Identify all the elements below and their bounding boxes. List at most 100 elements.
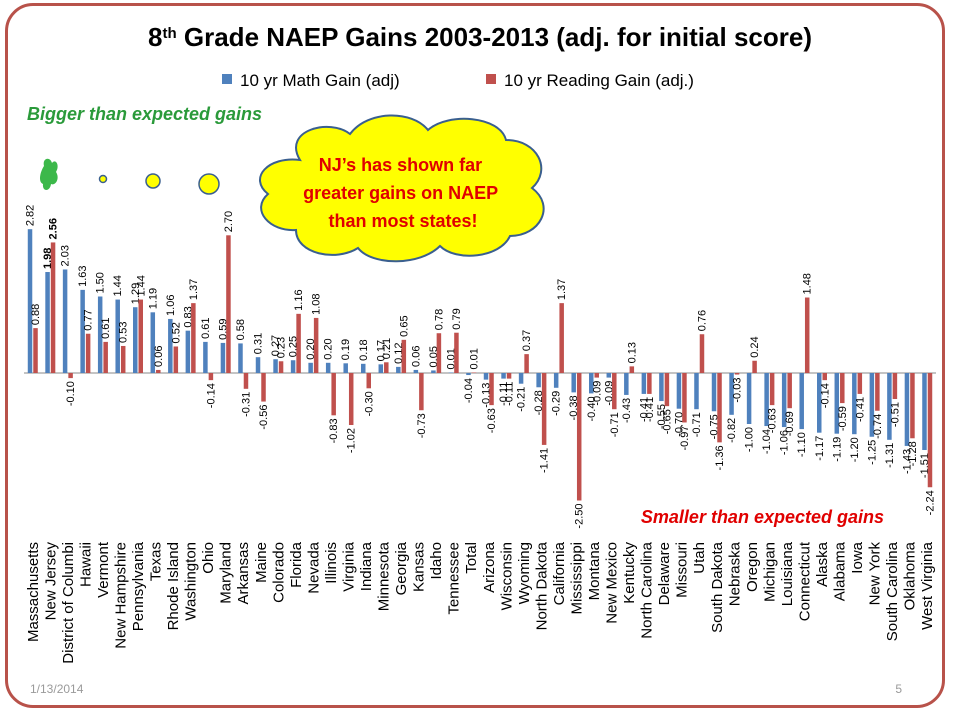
math-value-label-41: -1.00 <box>744 427 756 452</box>
math-bar-10 <box>203 341 208 373</box>
category-label-46: Alabama <box>832 541 849 601</box>
math-value-label-0: 2.82 <box>25 205 37 226</box>
reading-bar-36 <box>664 373 670 407</box>
legend: 10 yr Math Gain (adj) 10 yr Reading Gain… <box>222 71 694 90</box>
reading-value-label-48: -0.74 <box>872 414 884 439</box>
math-value-label-19: 0.18 <box>358 339 370 360</box>
reading-value-label-35: -0.41 <box>644 397 656 422</box>
reading-value-label-4: 0.61 <box>100 317 112 338</box>
reading-value-label-11: 2.70 <box>223 211 235 232</box>
reading-value-label-3: 0.77 <box>83 309 95 330</box>
math-bar-29 <box>536 373 541 388</box>
reading-bar-8 <box>173 346 179 373</box>
math-bar-31 <box>571 373 576 393</box>
category-label-30: California <box>551 541 568 605</box>
reading-bar-50 <box>910 373 915 439</box>
reading-value-label-21: 0.65 <box>398 315 410 336</box>
math-bar-3 <box>80 289 85 373</box>
category-label-49: South Carolina <box>884 541 901 641</box>
callout-line-3: than most states! <box>328 211 477 231</box>
reading-value-label-13: -0.56 <box>258 405 270 430</box>
math-bar-45 <box>817 373 822 433</box>
category-label-47: Iowa <box>849 541 866 573</box>
math-value-label-38: -0.71 <box>691 412 703 437</box>
math-value-label-12: 0.58 <box>235 319 247 340</box>
reading-value-label-5: 0.53 <box>118 322 130 343</box>
category-label-35: North Carolina <box>639 541 656 638</box>
reading-bar-32 <box>594 373 599 378</box>
legend-math-swatch <box>222 74 232 84</box>
math-value-label-20: 0.17 <box>375 340 387 361</box>
reading-bar-14 <box>278 361 284 373</box>
category-label-32: Montana <box>586 541 603 600</box>
reading-value-label-49: -0.51 <box>889 402 901 427</box>
reading-bar-17 <box>331 373 336 416</box>
math-bar-26 <box>483 373 489 380</box>
chart-title: 8th Grade NAEP Gains 2003-2013 (adj. for… <box>148 22 812 52</box>
reading-bar-51 <box>927 373 933 488</box>
math-bar-6 <box>133 307 138 373</box>
reading-value-label-17: -0.83 <box>328 418 340 443</box>
category-label-13: Maine <box>253 542 270 583</box>
math-bar-8 <box>168 318 173 373</box>
reading-value-label-37: -0.97 <box>679 425 691 450</box>
math-value-label-50: -1.43 <box>901 449 913 474</box>
reading-bar-25 <box>471 372 477 373</box>
math-bar-47 <box>852 373 857 435</box>
category-label-8: Rhode Island <box>165 542 182 630</box>
legend-reading-swatch <box>486 74 496 84</box>
math-bar-12 <box>238 343 243 373</box>
math-value-label-7: 1.19 <box>147 288 159 309</box>
reading-value-label-7: 0.06 <box>153 346 165 367</box>
reading-bar-38 <box>699 334 705 373</box>
annotation-bigger-gains: Bigger than expected gains <box>27 104 262 124</box>
reading-bar-6 <box>138 299 143 373</box>
reading-bar-35 <box>647 373 652 394</box>
reading-bar-44 <box>804 297 810 373</box>
math-bar-0 <box>27 229 33 373</box>
math-bar-46 <box>834 373 840 434</box>
reading-value-label-10: -0.14 <box>205 383 217 408</box>
category-label-24: Tennessee <box>446 542 463 615</box>
reading-value-label-25: 0.01 <box>468 348 480 369</box>
category-label-7: Texas <box>148 542 165 581</box>
math-value-label-3: 1.63 <box>77 265 89 286</box>
math-value-label-2: 2.03 <box>60 245 72 266</box>
category-label-33: New Mexico <box>604 542 621 624</box>
math-bar-40 <box>729 373 734 415</box>
math-bar-49 <box>887 373 892 440</box>
reading-bar-42 <box>769 373 775 406</box>
reading-value-label-45: -0.14 <box>819 383 831 408</box>
math-value-label-45: -1.17 <box>814 436 826 461</box>
math-bar-32 <box>589 373 594 394</box>
reading-bar-34 <box>629 366 635 373</box>
math-bar-43 <box>781 373 787 428</box>
reading-value-label-40: -0.03 <box>732 378 744 403</box>
reading-bar-37 <box>682 373 687 423</box>
category-label-29: North Dakota <box>533 541 550 630</box>
math-bar-51 <box>922 373 927 451</box>
math-value-label-35: -0.41 <box>638 397 650 422</box>
reading-value-label-6: 1.44 <box>135 275 147 296</box>
reading-bar-16 <box>313 317 319 373</box>
category-label-48: New York <box>867 542 884 606</box>
reading-value-label-9: 1.37 <box>188 279 200 300</box>
reading-value-label-12: -0.31 <box>240 392 252 417</box>
category-label-0: Massachusetts <box>25 542 42 642</box>
reading-bar-4 <box>103 341 108 373</box>
math-value-label-47: -1.20 <box>849 437 861 462</box>
callout-dot-small <box>98 174 108 184</box>
category-label-11: Maryland <box>218 542 235 604</box>
callout-dot-large <box>198 173 220 195</box>
category-label-19: Indiana <box>358 541 375 591</box>
reading-bar-10 <box>208 373 214 381</box>
category-label-14: Colorado <box>270 542 287 603</box>
reading-value-label-30: 1.37 <box>556 279 568 300</box>
reading-value-label-44: 1.48 <box>802 273 814 294</box>
category-label-6: Pennsylvania <box>130 541 147 631</box>
reading-value-label-34: 0.13 <box>626 342 638 363</box>
math-value-label-6: 1.29 <box>130 283 142 304</box>
reading-bar-11 <box>226 235 231 373</box>
reading-bar-0 <box>33 328 38 373</box>
